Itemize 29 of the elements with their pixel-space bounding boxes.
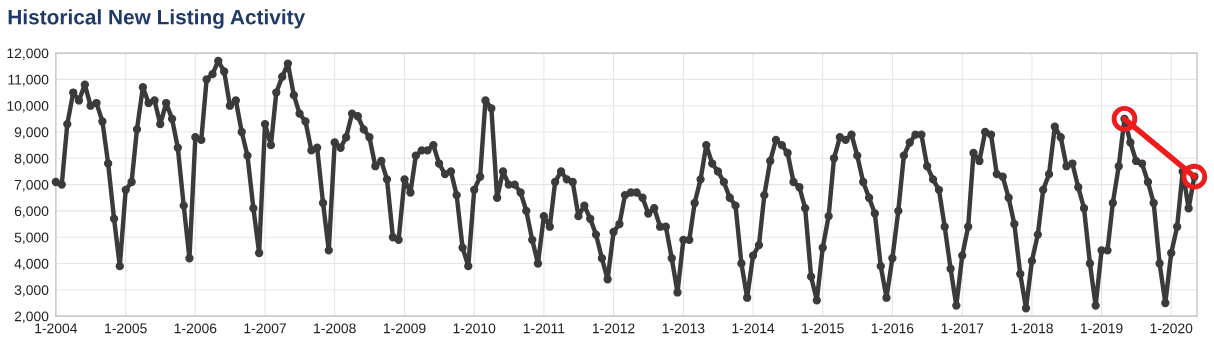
y-tick-label: 3,000 [14, 285, 49, 297]
x-tick-label: 1-2020 [1150, 323, 1193, 334]
y-tick-label: 2,000 [14, 311, 49, 323]
y-tick-label: 8,000 [14, 153, 49, 166]
y-tick-label: 5,000 [14, 232, 49, 245]
y-tick-label: 7,000 [14, 179, 49, 192]
y-tick-label: 11,000 [8, 74, 49, 87]
x-tick-label: 1-2012 [592, 323, 635, 334]
x-tick-label: 1-2017 [941, 323, 984, 334]
chart-title: Historical New Listing Activity [8, 9, 306, 29]
x-tick-label: 1-2005 [105, 323, 147, 334]
x-tick-label: 1-2011 [523, 323, 565, 334]
x-tick-label: 1-2016 [871, 323, 914, 334]
y-tick-label: 10,000 [7, 101, 49, 113]
x-tick-label: 1-2018 [1011, 323, 1053, 334]
y-tick-label: 9,000 [14, 127, 49, 139]
x-tick-label: 1-2015 [802, 323, 844, 334]
y-tick-label: 12,000 [7, 48, 49, 60]
x-tick-label: 1-2008 [314, 323, 356, 334]
y-tick-label: 4,000 [14, 258, 49, 271]
x-tick-label: 1-2010 [453, 323, 496, 334]
x-tick-label: 1-2004 [35, 323, 78, 334]
x-tick-label: 1-2006 [174, 323, 217, 334]
x-tick-label: 1-2009 [383, 323, 426, 334]
x-tick-label: 1-2007 [244, 323, 286, 334]
x-tick-label: 1-2019 [1081, 323, 1123, 334]
x-tick-label: 1-2014 [732, 323, 775, 334]
y-tick-label: 6,000 [14, 206, 49, 218]
x-tick-label: 1-2013 [662, 323, 705, 334]
